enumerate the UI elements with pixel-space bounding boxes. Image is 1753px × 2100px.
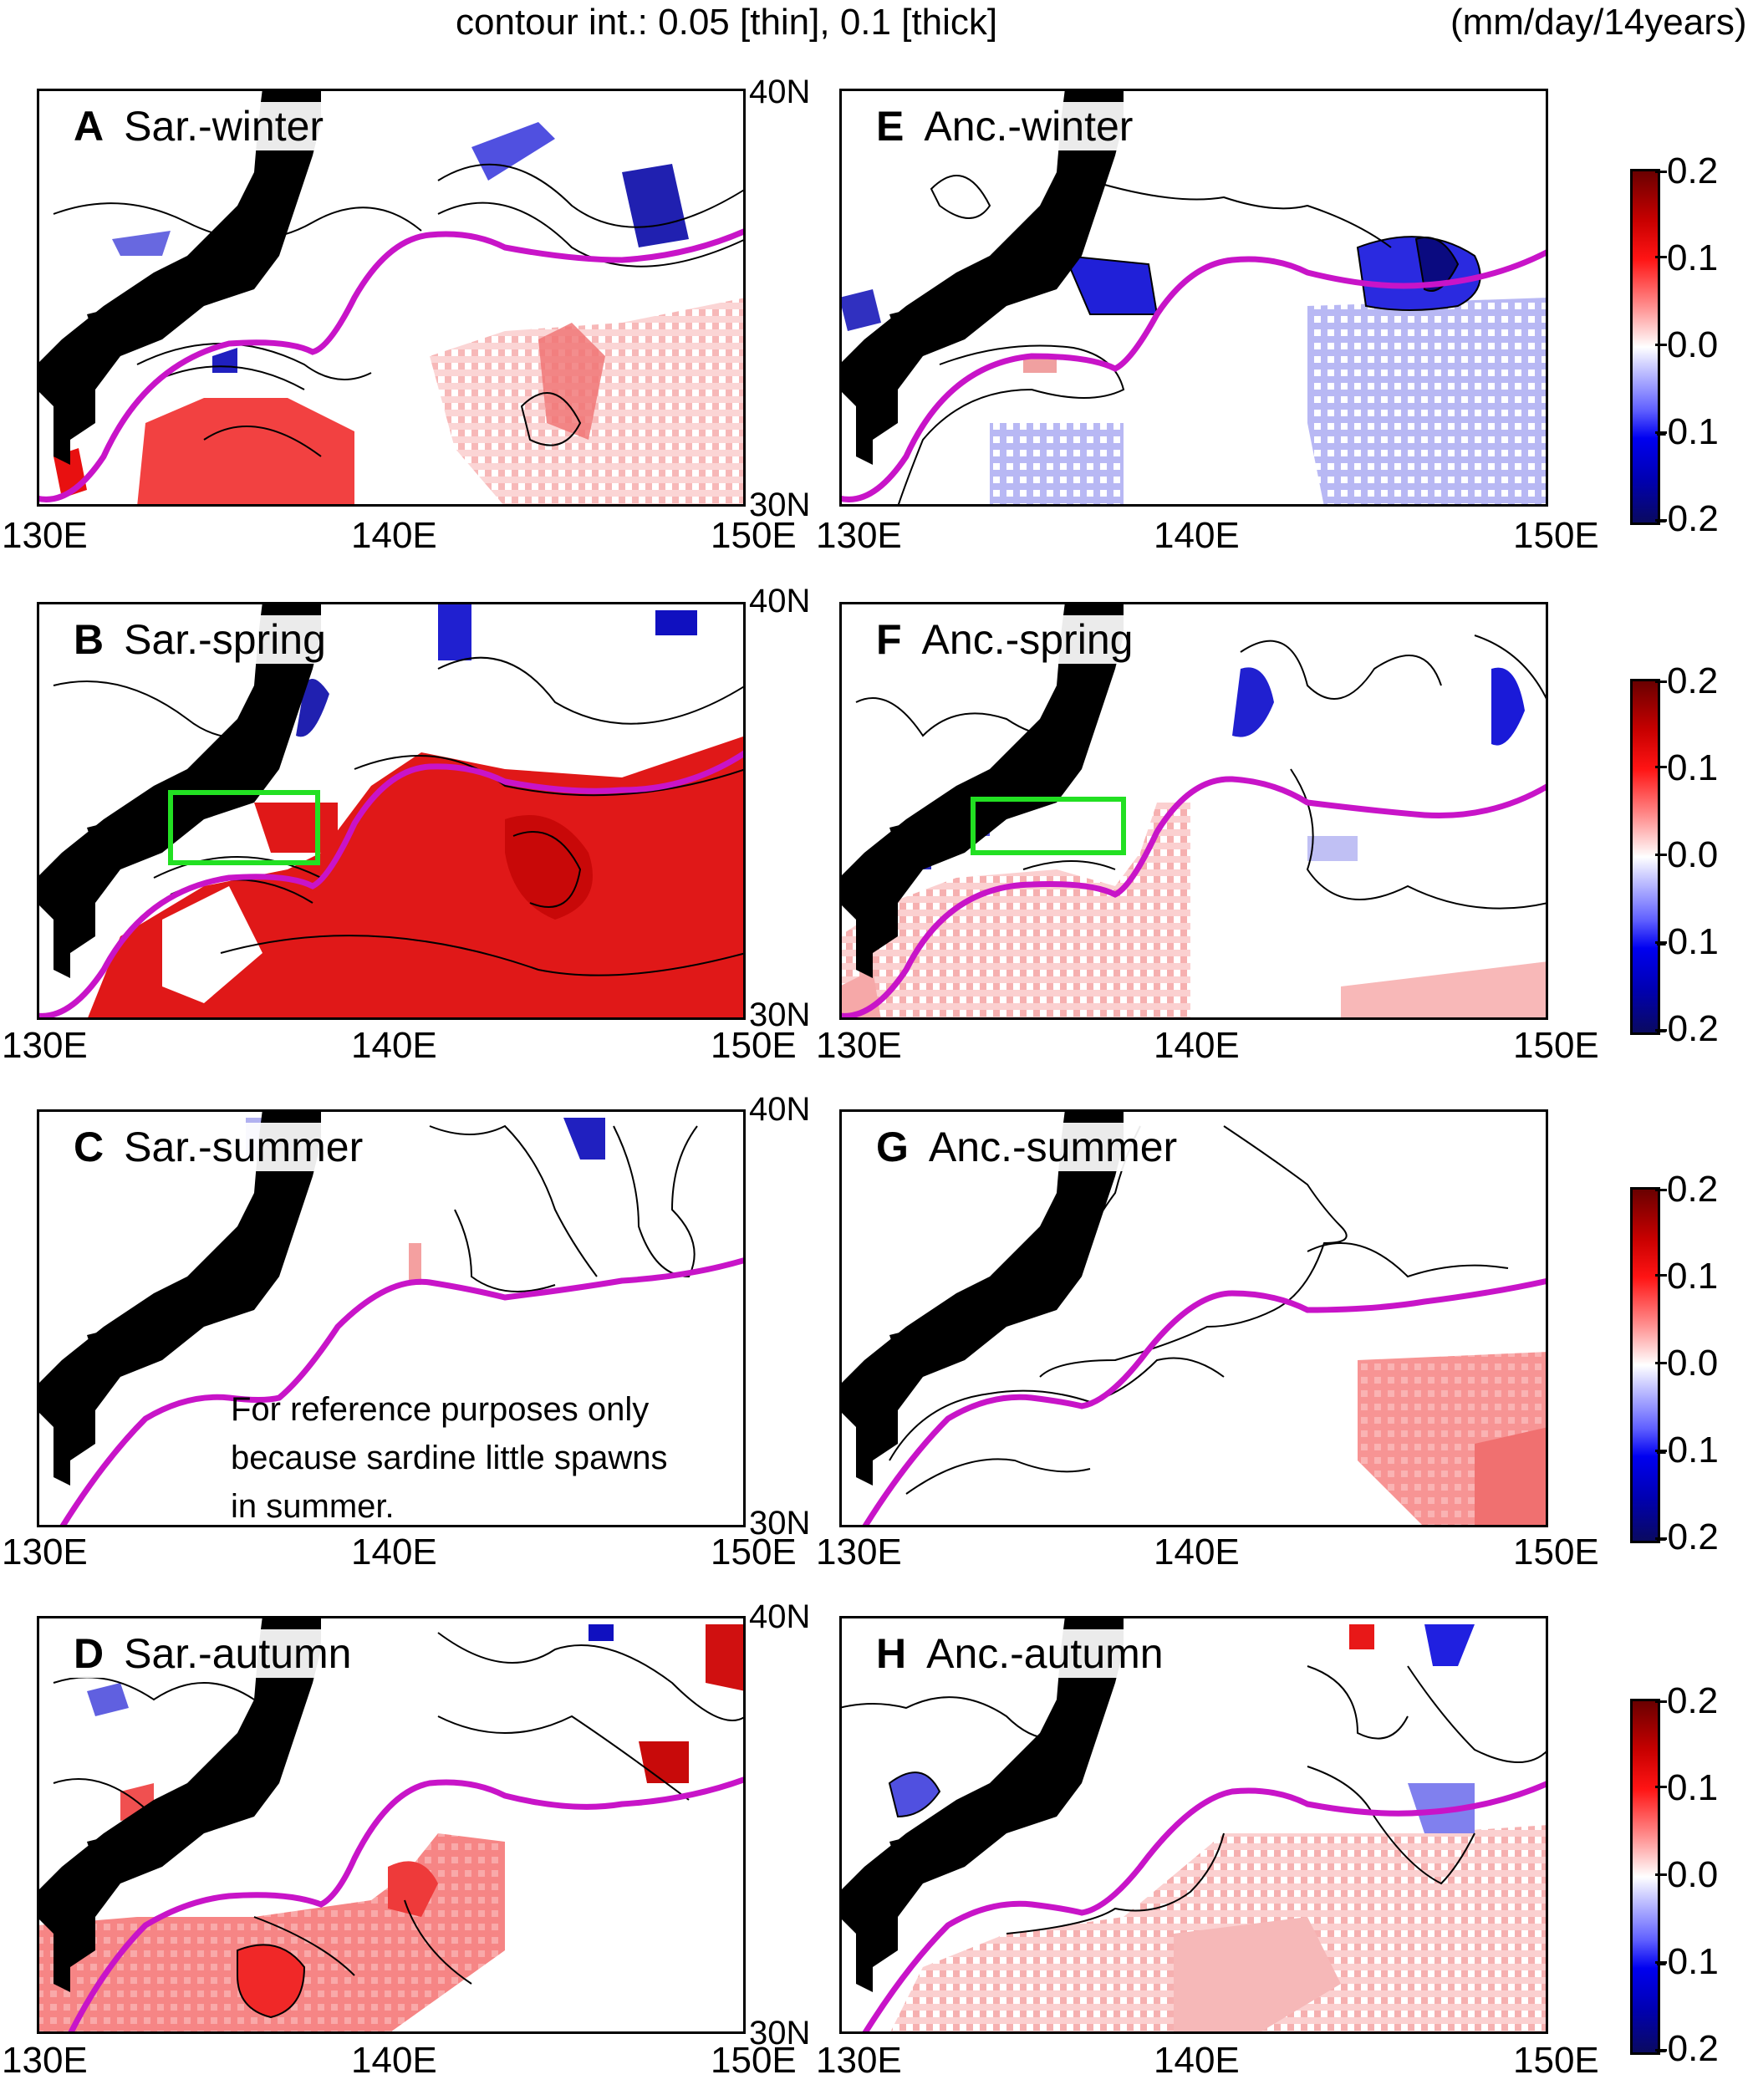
panel-f-anchovy-spring: F Anc.-spring: [839, 602, 1548, 1020]
study-area-box: [971, 797, 1126, 855]
map-plot: [839, 1616, 1548, 2034]
map-plot: [37, 1616, 746, 2034]
panel-label: G Anc.-summer: [869, 1123, 1185, 1171]
panel-label: H Anc.-autumn: [869, 1629, 1170, 1678]
panel-c-sardine-summer: C Sar.-summer For reference purposes only…: [37, 1109, 746, 1527]
panel-h-anchovy-autumn: H Anc.-autumn: [839, 1616, 1548, 2034]
panel-d-sardine-autumn: D Sar.-autumn: [37, 1616, 746, 2034]
panel-label: A Sar.-winter: [67, 102, 331, 150]
map-plot: [839, 89, 1548, 507]
map-plot: [37, 89, 746, 507]
map-plot: [37, 1109, 746, 1527]
map-plot: [37, 602, 746, 1020]
panel-label: E Anc.-winter: [869, 102, 1140, 150]
map-plot: [839, 1109, 1548, 1527]
colorbar-row2: 0.2 0.1 0.0 -0.1 -0.2: [1630, 660, 1753, 1080]
panel-b-sardine-spring: B Sar.-spring: [37, 602, 746, 1020]
panel-label: B Sar.-spring: [67, 615, 333, 664]
colorbar-row3: 0.2 0.1 0.0 -0.1 -0.2: [1630, 1169, 1753, 1588]
colorbar-row1: 0.2 0.1 0.0 -0.1 -0.2: [1630, 150, 1753, 570]
panel-e-anchovy-winter: E Anc.-winter: [839, 89, 1548, 507]
panel-g-anchovy-summer: G Anc.-summer: [839, 1109, 1548, 1527]
panel-label: C Sar.-summer: [67, 1123, 370, 1171]
colorbar-row4: 0.2 0.1 0.0 -0.1 -0.2: [1630, 1680, 1753, 2100]
panel-a-sardine-winter: A Sar.-winter: [37, 89, 746, 507]
map-plot: [839, 602, 1548, 1020]
kuroshio-axis-line: [37, 227, 746, 502]
contour-interval-note: contour int.: 0.05 [thin], 0.1 [thick]: [456, 2, 998, 43]
units-label: (mm/day/14years): [1450, 2, 1747, 43]
study-area-box: [168, 790, 320, 865]
panel-label: F Anc.-spring: [869, 615, 1140, 664]
reference-note: For reference purposes only because sard…: [231, 1391, 668, 1525]
panel-label: D Sar.-autumn: [67, 1629, 359, 1678]
